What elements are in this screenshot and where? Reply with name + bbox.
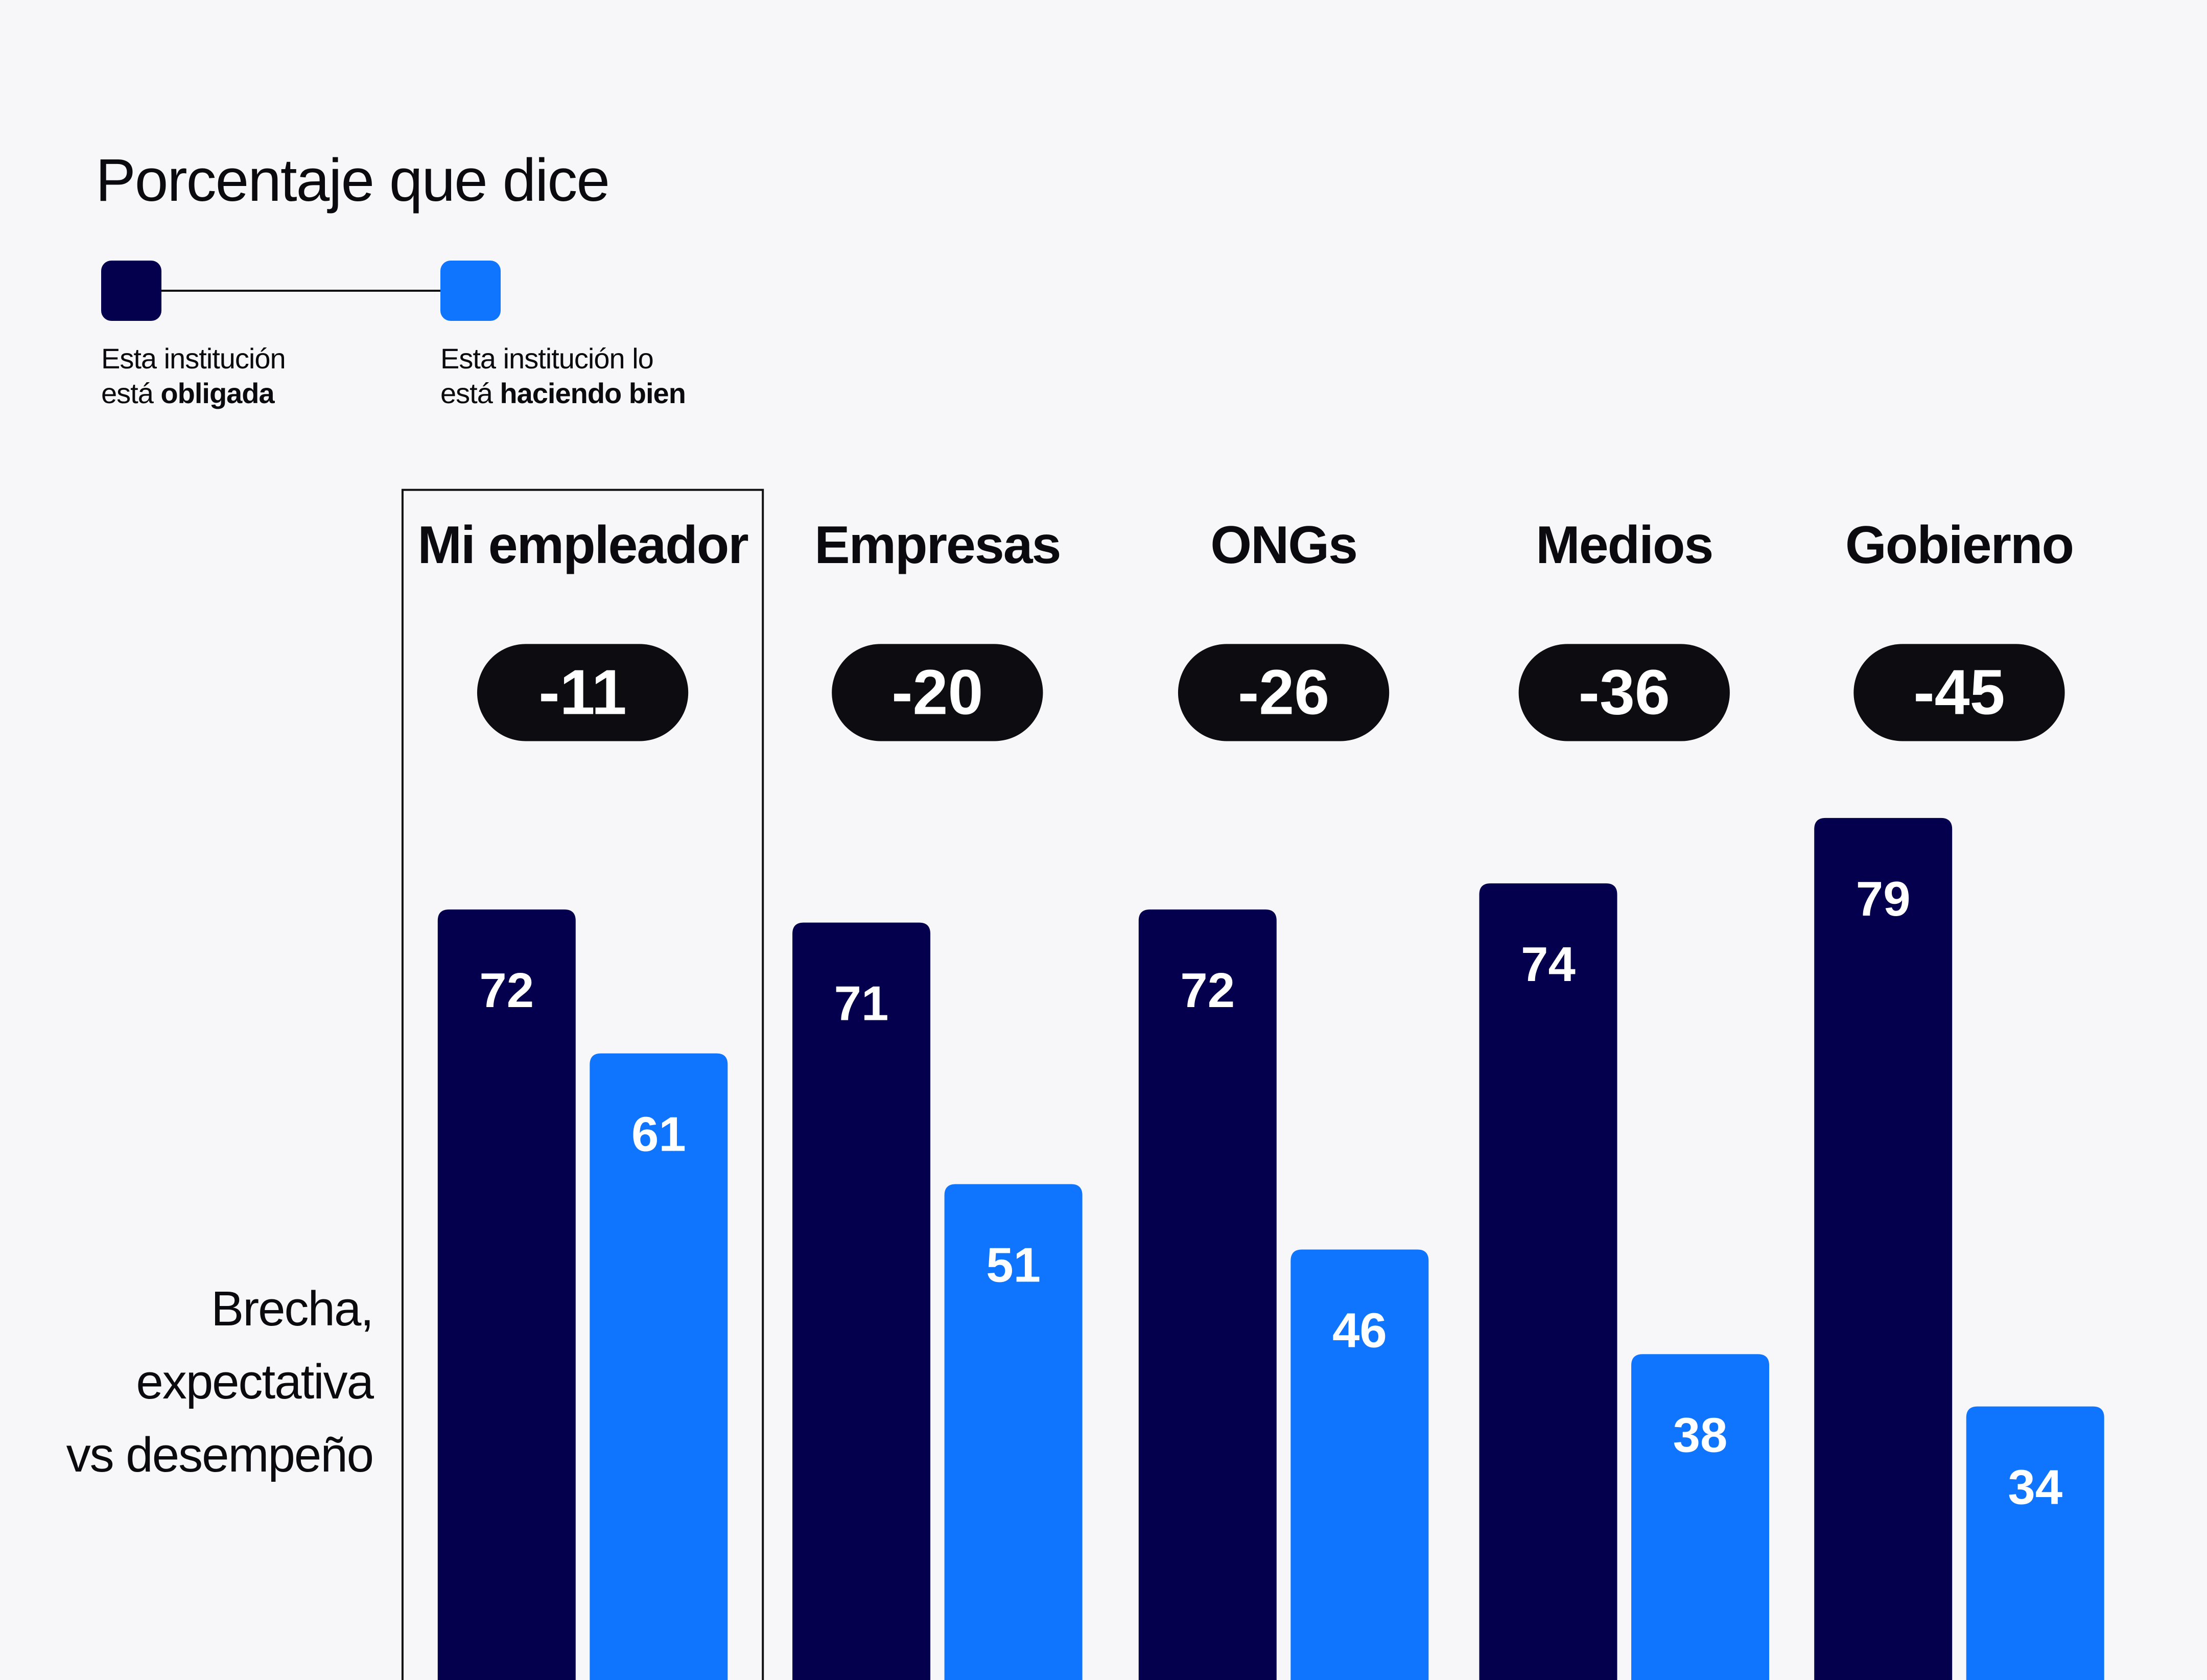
legend-label-bold: haciendo bien — [500, 377, 686, 409]
legend-swatch-obligada — [101, 261, 161, 321]
bar-value-label: 51 — [986, 1238, 1041, 1293]
bar-obligada — [1138, 909, 1277, 1680]
category-label: Medios — [1536, 516, 1712, 575]
gap-pill — [1178, 644, 1390, 741]
bar-haciendo-bien — [590, 1053, 728, 1680]
chart-title: Porcentaje que dice — [96, 147, 610, 214]
gap-value: -20 — [891, 657, 983, 728]
bar-haciendo-bien — [1631, 1354, 1770, 1680]
legend-label-prefix: está — [440, 377, 500, 409]
bar-value-label: 38 — [1673, 1408, 1728, 1462]
category-label: Empresas — [814, 516, 1060, 575]
bar-value-label: 72 — [1180, 963, 1235, 1018]
gap-pill — [1518, 644, 1730, 741]
bar-haciendo-bien — [1966, 1406, 2104, 1680]
bar-value-label: 79 — [1856, 872, 1911, 926]
bar-value-label: 74 — [1521, 937, 1576, 992]
gap-value: -26 — [1238, 657, 1329, 728]
category-label: Mi empleador — [417, 516, 748, 575]
category-label: ONGs — [1210, 516, 1357, 575]
gap-value: -45 — [1913, 657, 2005, 728]
bar-haciendo-bien — [944, 1184, 1083, 1680]
gap-row-label: Brecha, expectativa vs desempeño — [66, 1272, 374, 1491]
bar-obligada — [1814, 818, 1953, 1680]
highlight-frame — [401, 488, 764, 1680]
gap-value: -36 — [1579, 657, 1670, 728]
gap-pill — [477, 644, 689, 741]
gap-pill — [1853, 644, 2065, 741]
bar-obligada — [437, 909, 576, 1680]
bar-value-label: 72 — [479, 963, 534, 1018]
gap-value: -11 — [538, 657, 626, 728]
legend-label-haciendo-bien: Esta institución lo está haciendo bien — [440, 341, 686, 411]
legend-label-obligada: Esta institución está obligada — [101, 341, 286, 411]
bar-value-label: 71 — [834, 976, 889, 1031]
gap-pill — [832, 644, 1043, 741]
legend-swatch-haciendo-bien — [440, 261, 501, 321]
gap-row-label-line1: Brecha, — [211, 1281, 374, 1336]
legend-label-obligada-line1: Esta institución — [101, 342, 286, 375]
bar-obligada — [792, 922, 931, 1680]
bar-haciendo-bien — [1290, 1249, 1429, 1680]
legend-label-haciendo-bien-line1: Esta institución lo — [440, 342, 654, 375]
category-label: Gobierno — [1845, 516, 2073, 575]
legend-label-haciendo-bien-line2: está haciendo bien — [440, 376, 686, 411]
bar-value-label: 46 — [1332, 1303, 1387, 1358]
bar-value-label: 34 — [2008, 1460, 2062, 1515]
gap-row-label-line3: vs desempeño — [66, 1428, 374, 1482]
legend-connector-line — [161, 290, 441, 292]
legend-label-obligada-line2: está obligada — [101, 376, 286, 411]
bar-obligada — [1479, 883, 1617, 1680]
legend-label-bold: obligada — [160, 377, 274, 409]
gap-row-label-line2: expectativa — [136, 1355, 374, 1409]
bar-value-label: 61 — [631, 1107, 686, 1162]
legend-label-prefix: está — [101, 377, 161, 409]
